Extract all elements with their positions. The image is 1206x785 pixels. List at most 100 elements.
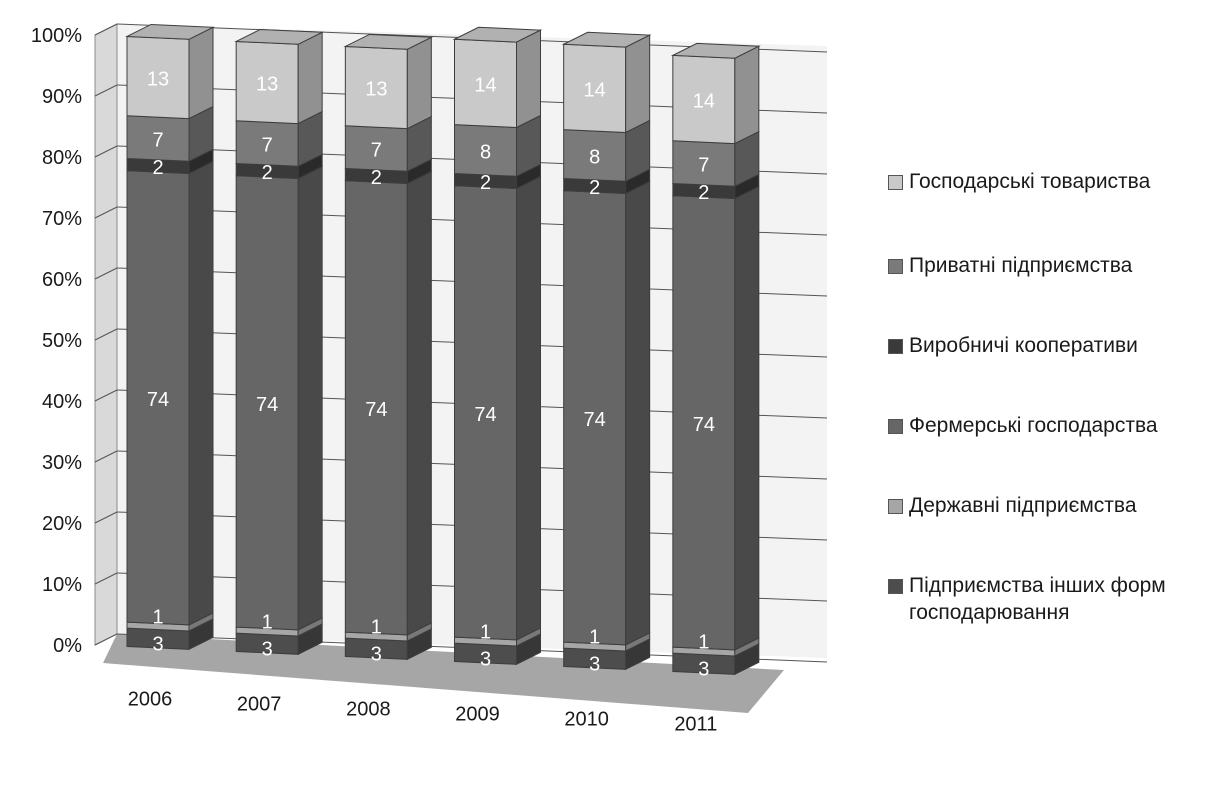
legend-label: Приватні підприємства: [909, 254, 1133, 277]
bar-segment-side: [625, 34, 651, 134]
y-tick-label: 20%: [42, 513, 82, 535]
legend-swatch: [888, 419, 903, 434]
bar-segment-side: [297, 31, 323, 125]
gridline-diagonal: [94, 572, 118, 585]
data-label: 2: [371, 167, 382, 189]
y-tick-label: 70%: [42, 208, 82, 230]
data-label: 8: [589, 146, 600, 168]
y-tick-label: 30%: [42, 452, 82, 474]
bar-2007: 3 1 74 2 7 13: [234, 28, 325, 661]
data-label: 8: [480, 141, 491, 163]
legend-label: Фермерські господарства: [909, 414, 1158, 437]
data-label: 3: [262, 639, 273, 661]
legend-item-business-partnerships: Господарські товариства: [888, 168, 1206, 195]
bar-segment-side: [188, 160, 214, 626]
legend-swatch: [888, 499, 903, 514]
bar-2009: 3 1 74 2 8 14: [452, 26, 543, 671]
bar-segment-side: [516, 29, 541, 129]
bar-2006: 3 1 74 2 7 13: [125, 23, 215, 656]
bar-segment-top: [125, 23, 215, 40]
gridline-diagonal: [94, 84, 118, 97]
y-tick-label: 50%: [42, 330, 82, 352]
bar-2011: 3 1 74 2 7 14: [670, 42, 761, 681]
data-label: 2: [262, 162, 273, 184]
data-label: 3: [589, 654, 600, 676]
x-tick-label: 2007: [237, 694, 282, 716]
data-label: 1: [262, 611, 273, 633]
data-label: 14: [584, 79, 606, 101]
gridline-diagonal: [94, 267, 118, 280]
bar-segment-side: [734, 185, 760, 651]
x-tick-label: 2009: [455, 704, 500, 726]
bar-segment-top: [234, 28, 325, 45]
bar-segment-side: [516, 175, 541, 641]
data-label: 3: [480, 649, 491, 671]
legend-item-other-enterprises: Підприємства інших форм господарювання: [888, 572, 1206, 626]
data-label: 74: [256, 394, 278, 416]
data-label: 13: [365, 79, 387, 101]
data-label: 1: [589, 626, 600, 648]
data-label: 7: [698, 155, 709, 177]
legend-label: Господарські товариства: [909, 170, 1151, 193]
legend-label: Підприємства інших форм господарювання: [909, 574, 1166, 624]
gridline-diagonal: [94, 206, 118, 219]
gridline-diagonal: [94, 328, 118, 341]
data-label: 3: [698, 659, 709, 681]
bar-2008: 3 1 74 2 7 13: [343, 33, 434, 666]
bar-segment-side: [297, 165, 323, 631]
data-label: 1: [480, 621, 491, 643]
gridline-diagonal: [94, 511, 118, 524]
data-label: 3: [152, 634, 163, 656]
legend-label: Державні підприємства: [909, 494, 1137, 517]
data-label: 7: [262, 135, 273, 157]
data-label: 2: [152, 157, 163, 179]
data-label: 74: [147, 389, 169, 411]
legend-swatch: [888, 579, 903, 594]
x-tick-label: 2011: [674, 714, 717, 736]
bar-segment-side: [406, 36, 432, 130]
legend-swatch: [888, 339, 903, 354]
bar-segment-side: [625, 180, 651, 646]
legend-item-state-enterprises: Державні підприємства: [888, 492, 1206, 519]
x-tick-label: 2006: [128, 689, 173, 711]
legend-swatch: [888, 259, 903, 274]
data-label: 7: [371, 140, 382, 162]
data-label: 1: [152, 606, 163, 628]
legend-item-private-enterprises: Приватні підприємства: [888, 252, 1206, 279]
bar-segment-top: [561, 31, 652, 48]
gridline-diagonal: [94, 389, 118, 402]
data-label: 1: [698, 631, 709, 653]
y-tick-label: 40%: [42, 391, 82, 413]
data-label: 3: [371, 644, 382, 666]
x-tick-label: 2008: [346, 699, 391, 721]
legend-item-production-cooperatives: Виробничі кооперативи: [888, 332, 1206, 359]
bar-segment-top: [343, 33, 434, 50]
data-label: 1: [371, 616, 382, 638]
y-tick-label: 0%: [53, 635, 82, 657]
data-label: 14: [474, 74, 496, 96]
data-label: 74: [584, 409, 606, 431]
data-label: 74: [474, 404, 496, 426]
floor: [103, 634, 784, 713]
y-tick-label: 10%: [42, 574, 82, 596]
data-label: 14: [693, 90, 715, 112]
data-label: 13: [256, 74, 278, 96]
gridline-diagonal: [94, 450, 118, 463]
bar-segment-side: [734, 45, 760, 145]
data-label: 2: [698, 182, 709, 204]
bar-segment-top: [670, 42, 761, 59]
data-label: 13: [147, 69, 169, 91]
data-label: 2: [589, 177, 600, 199]
bar-segment-side: [406, 170, 432, 636]
legend-label: Виробничі кооперативи: [909, 334, 1138, 357]
legend-item-farms: Фермерські господарства: [888, 412, 1206, 439]
data-label: 2: [480, 172, 491, 194]
data-label: 74: [365, 399, 387, 421]
gridline-diagonal: [94, 23, 118, 36]
legend-swatch: [888, 175, 903, 190]
data-label: 74: [693, 414, 715, 436]
x-tick-label: 2010: [564, 709, 609, 731]
y-tick-label: 60%: [42, 269, 82, 291]
